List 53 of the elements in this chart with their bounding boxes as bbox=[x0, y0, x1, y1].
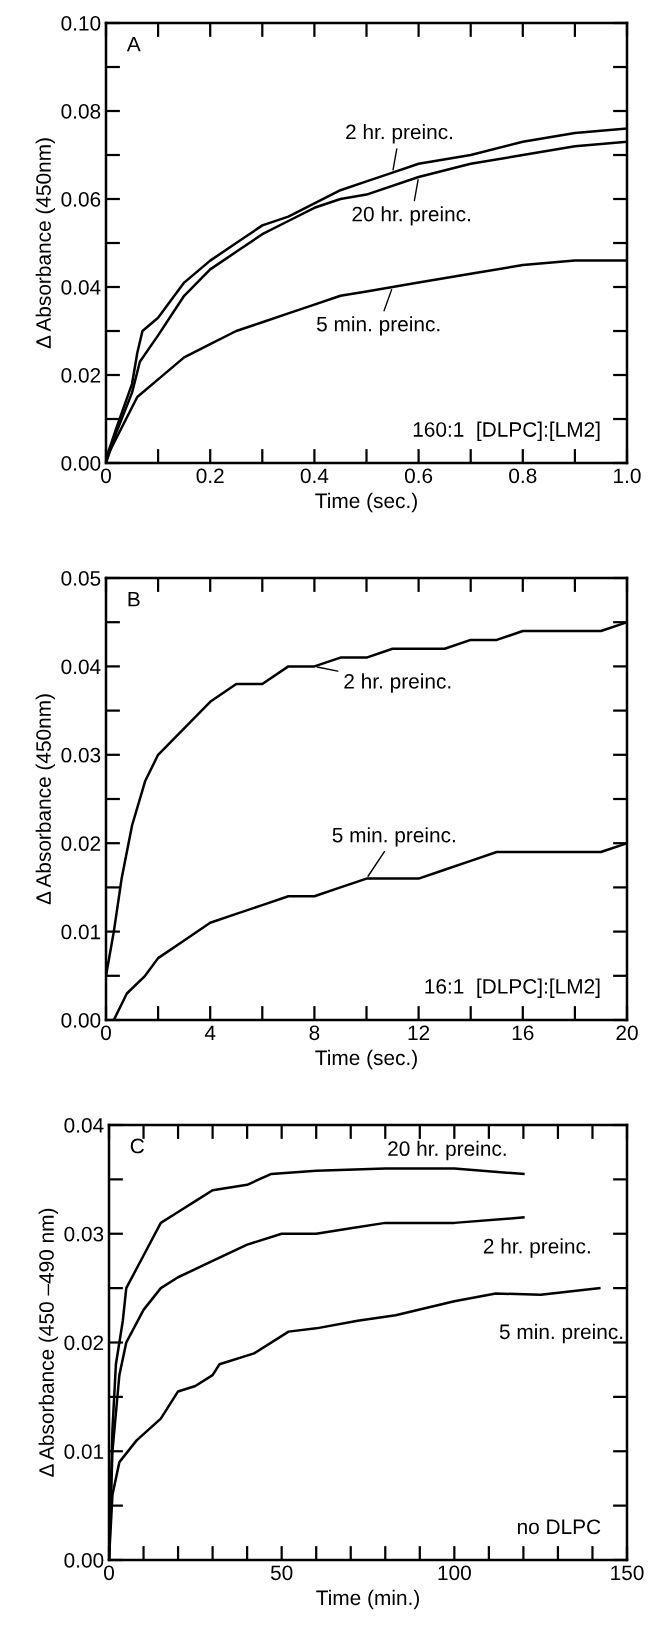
annotation: no DLPC bbox=[517, 1519, 601, 1535]
x-tick-label: 0 bbox=[101, 468, 111, 484]
annotation: 16:1 [DLPC]:[LM2] bbox=[425, 978, 600, 998]
y-tick-label: 0.02 bbox=[61, 836, 101, 851]
y-tick-label: 0.01 bbox=[61, 924, 101, 940]
legend-label: 2 hr. preinc. bbox=[344, 673, 451, 693]
x-tick-label: 12 bbox=[408, 1025, 430, 1040]
y-tick-label: 0.03 bbox=[61, 747, 101, 763]
y-axis-title: Δ Absorbance (450 –490 nm) bbox=[38, 1208, 59, 1477]
y-tick-label: 0.03 bbox=[64, 1226, 104, 1242]
text: A bbox=[126, 36, 141, 52]
x-tick-label: 0 bbox=[104, 1565, 114, 1581]
y-tick-label: 0.10 bbox=[61, 16, 101, 31]
x-tick-label: 1.0 bbox=[614, 468, 641, 484]
y-axis-title: Δ Absorbance (450nm) bbox=[35, 138, 56, 349]
legend-label: 2 hr. preinc. bbox=[483, 1238, 590, 1258]
x-axis-title: Time (sec.) bbox=[315, 492, 417, 513]
x-tick-label: 0.6 bbox=[404, 468, 433, 484]
text: C bbox=[130, 1138, 144, 1154]
text: B bbox=[128, 592, 140, 607]
y-tick-label: 0.02 bbox=[64, 1335, 104, 1351]
y-tick-label: 0.08 bbox=[61, 104, 101, 119]
y-tick-label: 0.01 bbox=[64, 1444, 104, 1459]
x-tick-label: 0 bbox=[101, 1025, 111, 1041]
series-label: 2 hr. preinc. bbox=[346, 124, 453, 144]
legend-label: 20 hr. preinc. bbox=[352, 206, 470, 226]
y-tick-label: 0.04 bbox=[61, 659, 101, 675]
annotation: 160:1 [DLPC]:[LM2] bbox=[413, 421, 600, 441]
x-axis-title: Time (sec.) bbox=[315, 1049, 417, 1070]
x-tick-label: 100 bbox=[438, 1565, 471, 1581]
series-label: 5 min. preinc. bbox=[499, 1323, 623, 1344]
y-tick-label: 0.00 bbox=[61, 456, 101, 471]
y-axis-title: Δ Absorbance (450nm) bbox=[35, 694, 56, 905]
y-tick-label: 0.04 bbox=[61, 280, 101, 295]
series-label: 5 min. preinc. bbox=[332, 827, 455, 847]
y-tick-label: 0.04 bbox=[64, 1118, 104, 1133]
x-tick-label: 50 bbox=[270, 1565, 293, 1581]
x-tick-label: 0.8 bbox=[509, 468, 537, 484]
legend-label: 5 min. preinc. bbox=[316, 316, 440, 336]
y-tick-label: 0.02 bbox=[61, 368, 101, 383]
x-axis-title: Time (min.) bbox=[316, 1589, 419, 1610]
y-tick-label: 0.05 bbox=[61, 571, 101, 586]
x-tick-label: 150 bbox=[611, 1565, 644, 1581]
x-tick-label: 16 bbox=[512, 1025, 534, 1041]
x-tick-label: 0.4 bbox=[300, 468, 329, 484]
y-tick-label: 0.06 bbox=[61, 192, 101, 207]
x-tick-label: 20 bbox=[616, 1025, 638, 1041]
y-tick-label: 0.00 bbox=[61, 1013, 101, 1028]
x-tick-label: 4 bbox=[204, 1025, 216, 1040]
y-tick-label: 0.00 bbox=[64, 1553, 104, 1568]
x-tick-label: 0.2 bbox=[196, 468, 224, 484]
series-label: 20 hr. preinc. bbox=[388, 1140, 506, 1161]
x-tick-label: 8 bbox=[309, 1025, 320, 1041]
